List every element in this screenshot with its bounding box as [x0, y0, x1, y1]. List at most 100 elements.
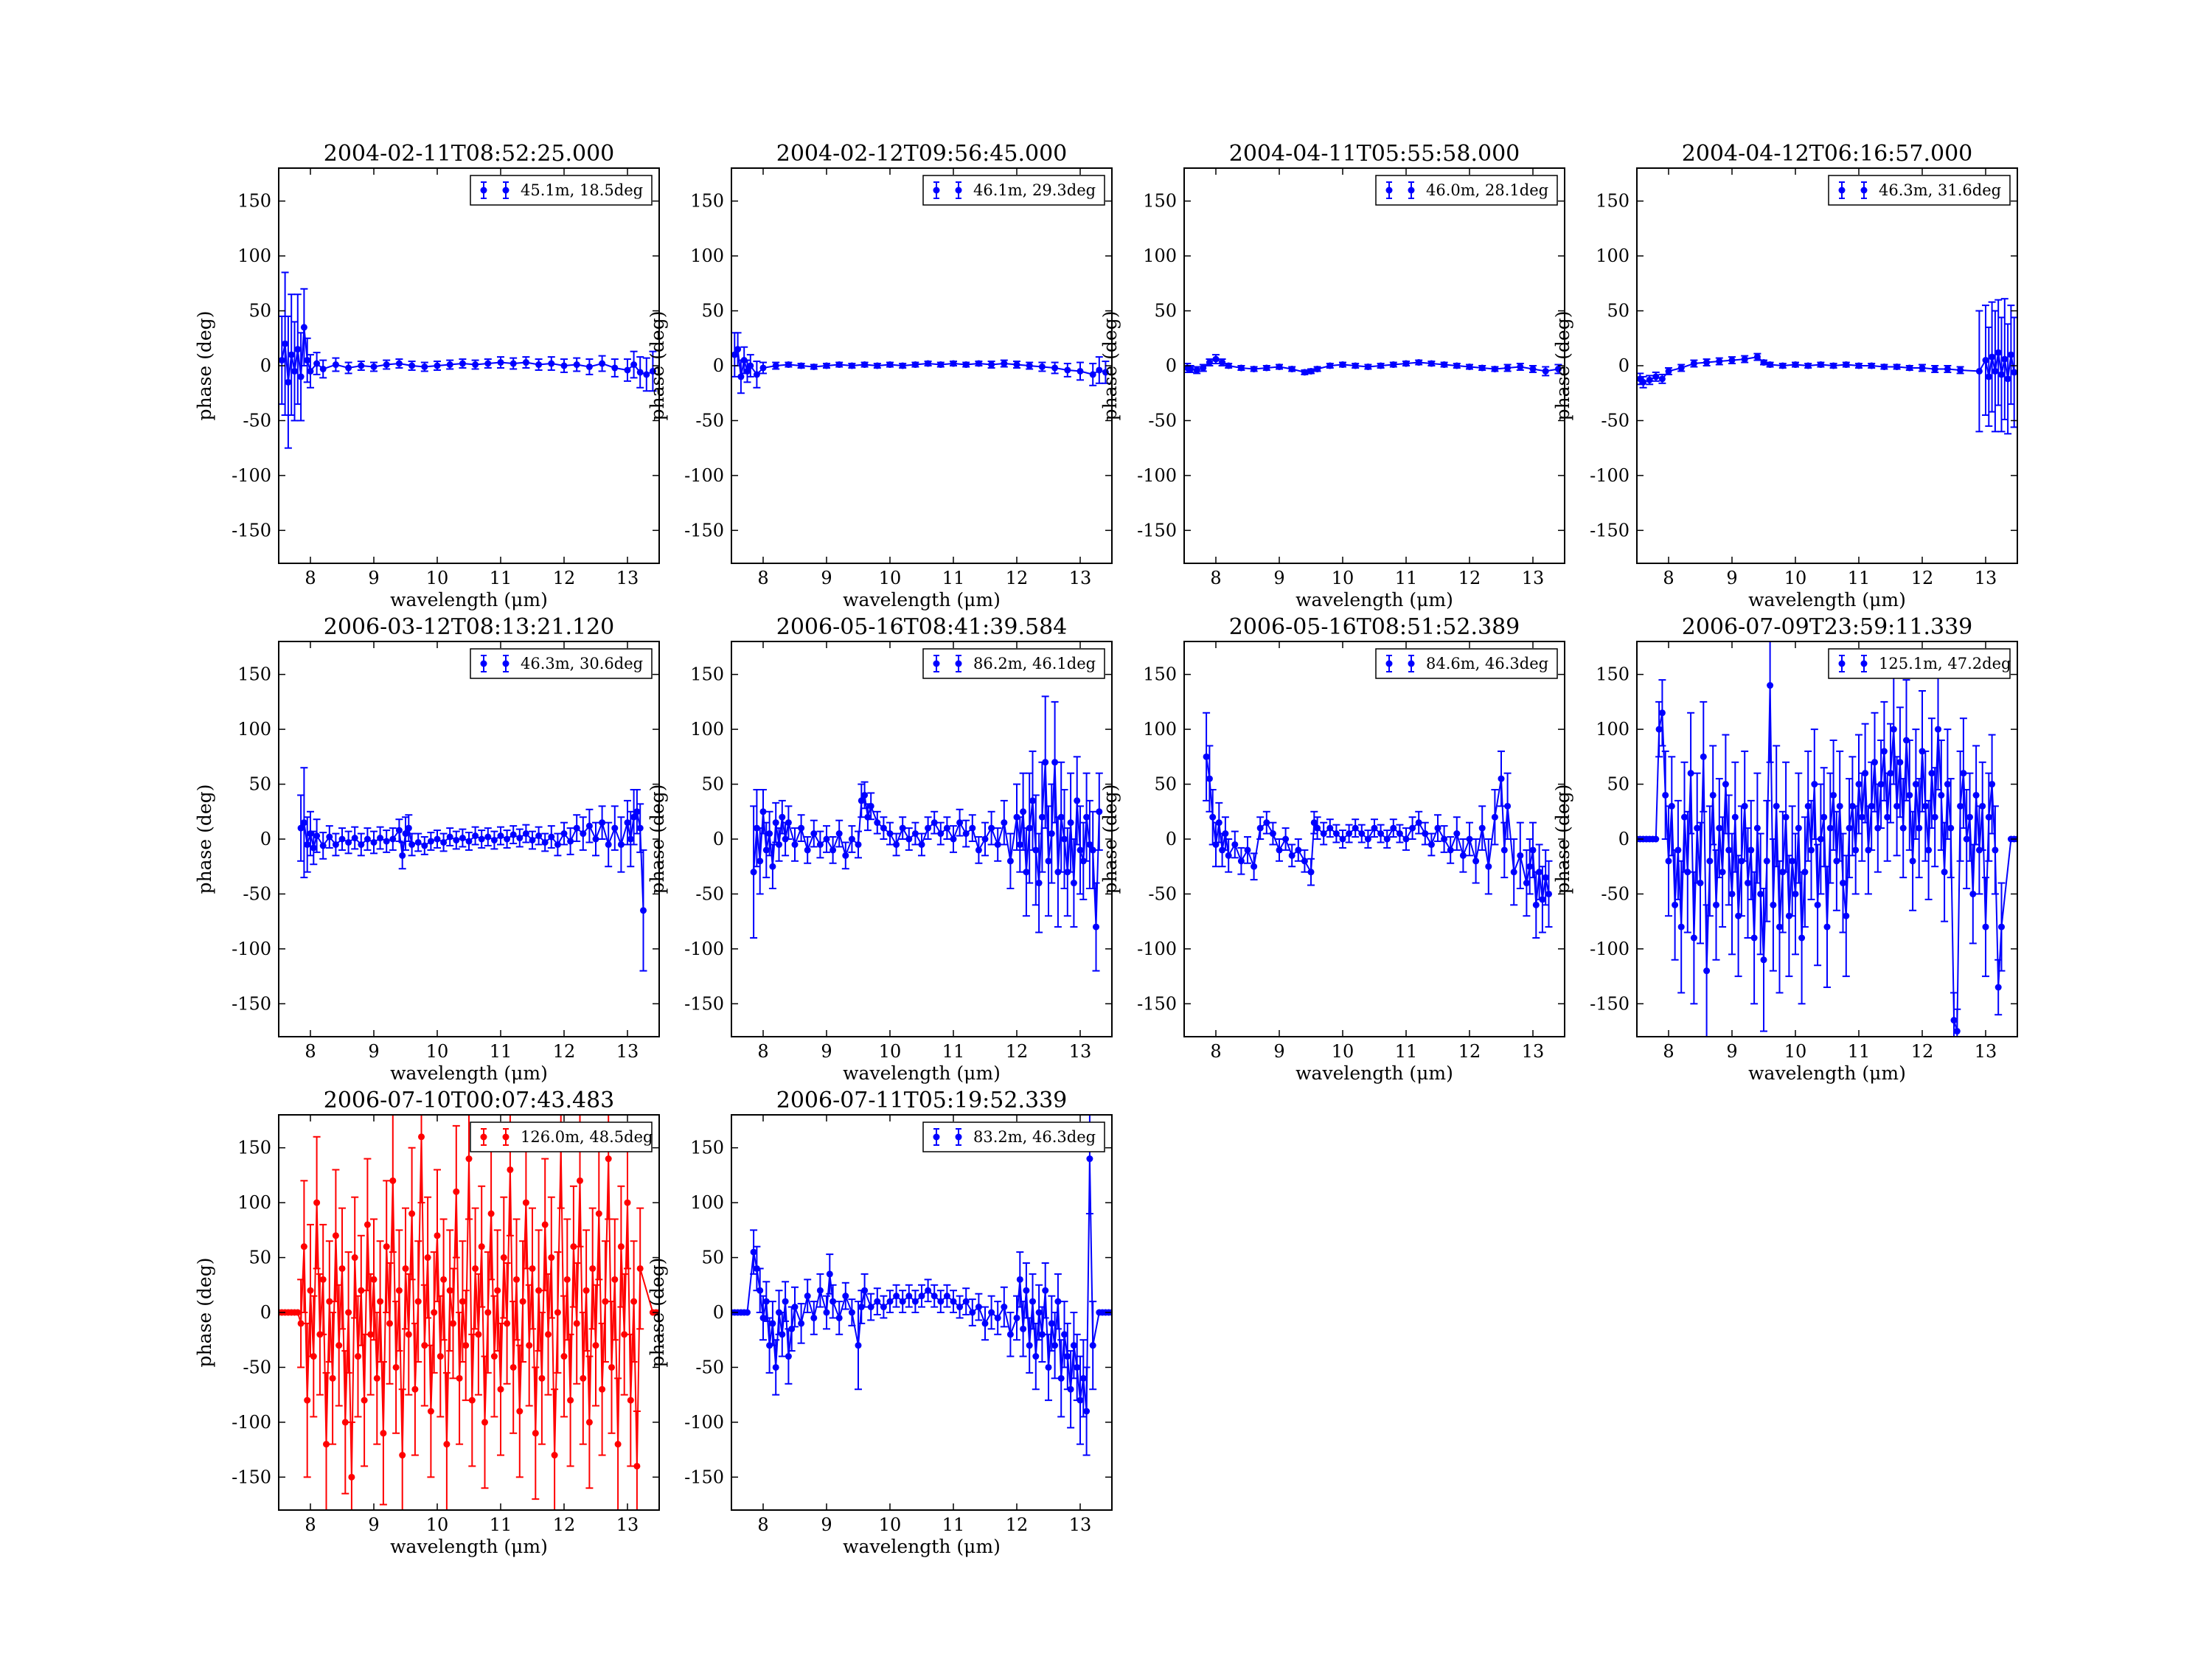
data-point [1532, 901, 1540, 908]
data-point [402, 1265, 409, 1272]
data-point [1804, 802, 1812, 810]
data-point [1244, 846, 1251, 854]
data-point [1320, 830, 1327, 838]
data-point [1077, 1397, 1084, 1404]
y-tick-label: -150 [684, 520, 724, 540]
x-axis-label: wavelength (μm) [843, 589, 1001, 611]
y-axis-label: phase (deg) [1552, 785, 1573, 894]
data-point [931, 1293, 938, 1300]
data-point [1057, 813, 1065, 821]
data-point [1215, 819, 1222, 827]
data-point [950, 360, 957, 367]
data-point [1972, 791, 1980, 799]
data-point [551, 1452, 558, 1459]
legend-marker-point [1860, 187, 1868, 194]
data-point [617, 841, 625, 848]
subplot-title: 2004-02-11T08:52:25.000 [324, 141, 615, 167]
data-point [345, 364, 352, 372]
data-point [759, 808, 767, 815]
data-point [1703, 967, 1711, 975]
data-point [1672, 901, 1679, 908]
data-point [440, 1276, 448, 1283]
legend-label: 83.2m, 46.3deg [973, 1128, 1096, 1146]
y-tick-label: 150 [690, 191, 724, 212]
data-point [310, 1353, 317, 1360]
y-tick-label: 100 [237, 246, 271, 266]
data-point [1478, 364, 1486, 372]
data-point [497, 832, 504, 840]
y-tick-label: 0 [1166, 355, 1177, 376]
data-point [981, 835, 989, 843]
x-tick-label: 12 [553, 568, 576, 588]
data-point [1989, 353, 1996, 361]
series-line [281, 327, 653, 383]
legend: 46.1m, 29.3deg [922, 175, 1105, 206]
data-point [319, 842, 327, 849]
y-tick-label: -100 [684, 465, 724, 486]
data-point [490, 1353, 498, 1360]
data-point [509, 1363, 517, 1371]
y-tick-label: 50 [1154, 774, 1177, 795]
data-point [1371, 824, 1378, 832]
data-point [329, 1374, 336, 1382]
x-tick-label: 12 [1911, 1041, 1934, 1062]
data-point [1716, 358, 1723, 365]
data-point [1868, 802, 1875, 810]
data-point [335, 1342, 343, 1349]
data-point [300, 1243, 307, 1251]
y-tick-label: -50 [243, 410, 271, 431]
data-point [1716, 824, 1723, 832]
data-point [1352, 362, 1359, 369]
y-tick-label: -150 [684, 1467, 724, 1487]
data-point [1048, 830, 1055, 838]
data-point [2001, 355, 2008, 363]
data-point [925, 824, 932, 832]
x-tick-label: 10 [426, 1041, 449, 1062]
x-tick-label: 13 [1069, 568, 1092, 588]
data-point [911, 830, 919, 838]
x-tick-label: 9 [368, 1041, 379, 1062]
data-point [867, 802, 874, 810]
data-point [332, 1232, 339, 1239]
data-point [1782, 813, 1790, 821]
data-point [297, 373, 305, 380]
data-point [446, 361, 453, 369]
data-point [1377, 830, 1385, 838]
data-point [1745, 880, 1751, 887]
data-point [1925, 846, 1933, 854]
data-point [1728, 357, 1736, 364]
data-point [842, 852, 849, 859]
data-point [744, 1309, 751, 1316]
x-axis-label: wavelength (μm) [1748, 1062, 1906, 1084]
data-point [1301, 369, 1308, 376]
data-point [358, 362, 365, 369]
data-point [1855, 362, 1863, 369]
legend-marker-point [1860, 660, 1868, 667]
data-point [1051, 1342, 1059, 1349]
legend: 46.0m, 28.1deg [1375, 175, 1558, 206]
data-point [874, 362, 881, 369]
y-tick-label: 0 [713, 829, 724, 849]
data-point [399, 852, 406, 859]
y-tick-label: 0 [260, 1302, 271, 1323]
data-point [823, 1309, 830, 1316]
subplot-title: 2006-05-16T08:41:39.584 [776, 614, 1068, 640]
data-point [1064, 1353, 1071, 1360]
x-tick-label: 11 [942, 568, 965, 588]
x-tick-label: 8 [305, 1514, 316, 1535]
x-tick-label: 13 [1069, 1041, 1092, 1062]
y-axis-label: phase (deg) [1099, 311, 1121, 421]
data-point [304, 357, 311, 364]
data-point [478, 835, 485, 843]
subplot-3: 2004-04-11T05:55:58.000 8 9 10 11 12 13 -150 -10… [1099, 141, 1565, 611]
data-point [1251, 863, 1258, 870]
data-point [1655, 726, 1663, 733]
y-tick-label: -100 [232, 939, 271, 959]
legend-box [1375, 648, 1558, 679]
legend-marker-point [955, 1133, 962, 1141]
data-point [1767, 682, 1774, 689]
data-point [994, 1314, 1001, 1321]
data-point [577, 1177, 583, 1184]
data-point [1067, 1385, 1074, 1393]
x-tick-label: 13 [616, 1041, 639, 1062]
